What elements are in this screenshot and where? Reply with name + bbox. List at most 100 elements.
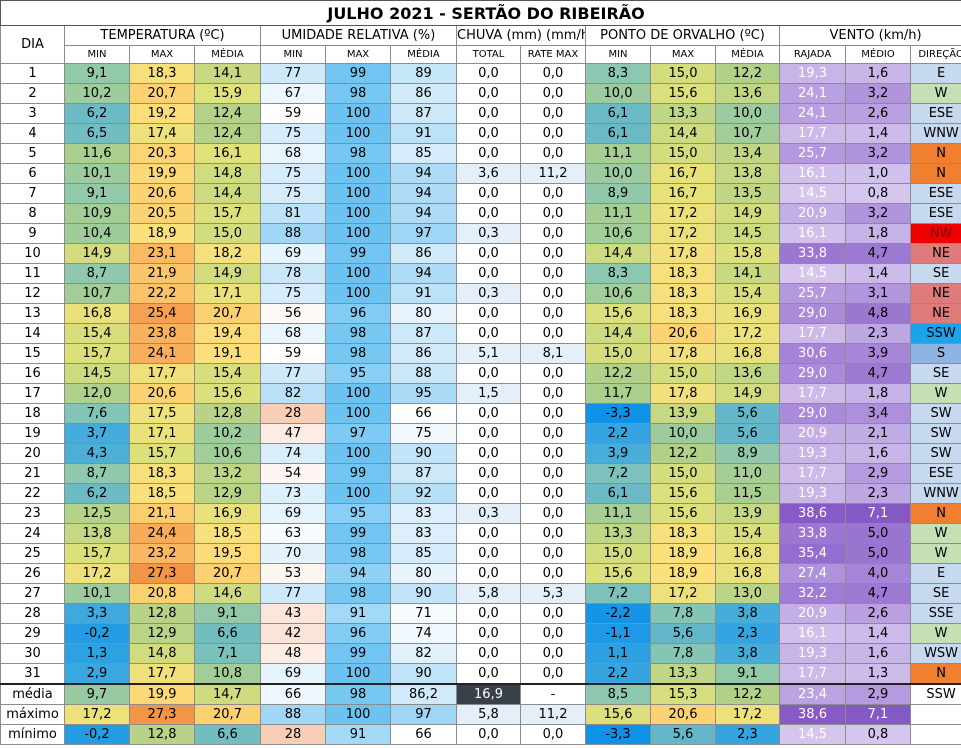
- rain-total-cell: 0,0: [456, 63, 521, 84]
- dew-max-cell: 7,8: [650, 603, 716, 624]
- wind-gust-cell: 24,1: [779, 103, 846, 124]
- rh-min-cell: 63: [260, 523, 326, 544]
- dew-min-cell: 12,2: [585, 363, 651, 384]
- temp-max-cell: 23,8: [129, 323, 195, 344]
- dew-avg-cell: 13,9: [715, 503, 780, 524]
- rain-rate-max-cell: 0,0: [520, 643, 586, 664]
- temp-min-cell: -0,2: [64, 623, 130, 644]
- rh-max-cell: 98: [325, 343, 391, 364]
- rh-avg-cell: 92: [390, 483, 457, 504]
- rh-min-cell: 42: [260, 623, 326, 644]
- dew-max-cell: 18,3: [650, 523, 716, 544]
- wind-direction-cell: SSW: [909, 683, 961, 705]
- temp-avg-cell: 15,0: [194, 223, 261, 244]
- rain-total-cell: 0,3: [456, 503, 521, 524]
- dew-max-cell: 17,2: [650, 583, 716, 604]
- temp-avg-cell: 14,8: [194, 163, 261, 184]
- table-row: 18 7,6 17,5 12,8 28 100 66 0,0 0,0 -3,3 13,9 5,6 29,…: [0, 403, 961, 424]
- summary-label: mínimo: [0, 724, 65, 745]
- wind-direction-cell: W: [909, 383, 961, 404]
- temp-min-cell: 6,2: [64, 483, 130, 504]
- rain-rate-max-cell: 0,0: [520, 323, 586, 344]
- temp-min-cell: 3,3: [64, 603, 130, 624]
- dew-avg-cell: 10,0: [715, 103, 780, 124]
- rh-avg-cell: 80: [390, 303, 457, 324]
- rain-rate-max-cell: 0,0: [520, 423, 586, 444]
- rain-rate-max-cell: 0,0: [520, 283, 586, 304]
- table-row: 2 10,2 20,7 15,9 67 98 86 0,0 0,0 10,0 15,6 13,6 24,…: [0, 83, 961, 104]
- dew-avg-cell: 14,9: [715, 383, 780, 404]
- day-cell: 9: [0, 223, 65, 244]
- temp-max-cell: 27,3: [129, 563, 195, 584]
- day-cell: 1: [0, 63, 65, 84]
- day-header: DIA: [0, 25, 65, 64]
- dew-avg-cell: 16,8: [715, 343, 780, 364]
- rain-rate-max-cell: 0,0: [520, 403, 586, 424]
- rain-rate-max-cell: 0,0: [520, 724, 586, 745]
- dew-min-cell: 11,1: [585, 143, 651, 164]
- dew-min-cell: 2,2: [585, 663, 651, 685]
- temp-min-cell: -0,2: [64, 724, 130, 745]
- dew-avg-cell: 14,5: [715, 223, 780, 244]
- day-cell: 18: [0, 403, 65, 424]
- wind-gust-cell: 14,5: [779, 183, 846, 204]
- rh-min-cell: 56: [260, 303, 326, 324]
- wind-gust-cell: 25,7: [779, 143, 846, 164]
- wind-avg-cell: 1,4: [845, 263, 911, 284]
- rain-total-cell: 5,1: [456, 343, 521, 364]
- dew-avg-cell: 16,8: [715, 563, 780, 584]
- rh-avg-cell: 74: [390, 623, 457, 644]
- dew-max-cell: 14,4: [650, 123, 716, 144]
- table-row: 24 13,8 24,4 18,5 63 99 83 0,0 0,0 13,3 18,3 15,4 33…: [0, 523, 961, 544]
- temp-avg-cell: 15,4: [194, 363, 261, 384]
- temp-min-cell: 8,7: [64, 463, 130, 484]
- temp-avg-cell: 14,1: [194, 63, 261, 84]
- temp-avg-cell: 14,9: [194, 263, 261, 284]
- rh-min-cell: 69: [260, 503, 326, 524]
- rh-min-cell: 66: [260, 683, 326, 705]
- wind-direction-cell: WNW: [909, 483, 961, 504]
- wind-direction-cell: ESE: [909, 103, 961, 124]
- dew-max-cell: 15,6: [650, 483, 716, 504]
- summary-row: mínimo -0,2 12,8 6,6 28 91 66 0,0 0,0 -3,3 5,6 2,3 1…: [0, 724, 961, 745]
- rain-rate-max-cell: 0,0: [520, 203, 586, 224]
- rain-total-cell: 16,9: [456, 683, 521, 705]
- dew-max-cell: 15,0: [650, 63, 716, 84]
- table-row: 23 12,5 21,1 16,9 69 95 83 0,3 0,0 11,1 15,6 13,9 38…: [0, 503, 961, 524]
- dew-min-cell: 7,2: [585, 583, 651, 604]
- subheader-wind-direction: DIREÇÃO: [909, 45, 961, 64]
- wind-gust-cell: 20,9: [779, 423, 846, 444]
- wind-avg-cell: 1,4: [845, 623, 911, 644]
- temp-max-cell: 20,6: [129, 383, 195, 404]
- dew-avg-cell: 14,1: [715, 263, 780, 284]
- table-row: 17 12,0 20,6 15,6 82 100 95 1,5 0,0 11,7 17,8 14,9 1…: [0, 383, 961, 404]
- dew-min-cell: 15,0: [585, 543, 651, 564]
- wind-direction-cell: WNW: [909, 123, 961, 144]
- wind-gust-cell: 33,8: [779, 523, 846, 544]
- wind-gust-cell: 17,7: [779, 383, 846, 404]
- temp-max-cell: 20,8: [129, 583, 195, 604]
- wind-gust-cell: 20,9: [779, 203, 846, 224]
- rain-total-cell: 0,0: [456, 243, 521, 264]
- wind-direction-cell: NE: [909, 243, 961, 264]
- subheader-temp-min: MIN: [64, 45, 130, 64]
- day-cell: 25: [0, 543, 65, 564]
- temp-max-cell: 12,8: [129, 603, 195, 624]
- wind-avg-cell: 3,2: [845, 83, 911, 104]
- temp-min-cell: 8,7: [64, 263, 130, 284]
- dew-avg-cell: 13,0: [715, 583, 780, 604]
- temp-max-cell: 12,9: [129, 623, 195, 644]
- rh-min-cell: 54: [260, 463, 326, 484]
- rain-total-cell: 1,5: [456, 383, 521, 404]
- dew-avg-cell: 12,2: [715, 63, 780, 84]
- subheader-dew-max: MAX: [650, 45, 716, 64]
- dew-max-cell: 16,7: [650, 183, 716, 204]
- dew-avg-cell: 15,4: [715, 283, 780, 304]
- dew-max-cell: 18,9: [650, 543, 716, 564]
- rh-avg-cell: 94: [390, 183, 457, 204]
- rain-rate-max-cell: 0,0: [520, 483, 586, 504]
- wind-avg-cell: 5,0: [845, 543, 911, 564]
- wind-direction-cell: SE: [909, 263, 961, 284]
- rh-avg-cell: 90: [390, 583, 457, 604]
- table-row: 5 11,6 20,3 16,1 68 98 85 0,0 0,0 11,1 15,0 13,4 25,…: [0, 143, 961, 164]
